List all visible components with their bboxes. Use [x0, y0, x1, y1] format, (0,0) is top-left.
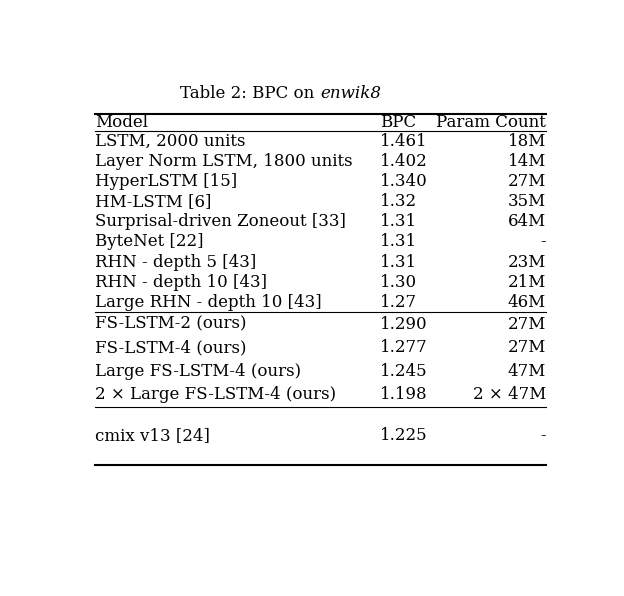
- Text: 1.290: 1.290: [380, 316, 428, 333]
- Text: enwik8: enwik8: [319, 85, 381, 102]
- Text: 1.277: 1.277: [380, 339, 428, 356]
- Text: 18M: 18M: [508, 133, 546, 150]
- Text: 23M: 23M: [508, 254, 546, 271]
- Text: 47M: 47M: [508, 363, 546, 380]
- Text: 2 × Large FS-LSTM-4 (ours): 2 × Large FS-LSTM-4 (ours): [95, 386, 336, 403]
- Text: HM-LSTM [6]: HM-LSTM [6]: [95, 193, 212, 210]
- Text: RHN - depth 5 [43]: RHN - depth 5 [43]: [95, 254, 256, 271]
- Text: 1.245: 1.245: [380, 363, 428, 380]
- Text: Large RHN - depth 10 [43]: Large RHN - depth 10 [43]: [95, 294, 321, 311]
- Text: LSTM, 2000 units: LSTM, 2000 units: [95, 133, 245, 150]
- Text: 1.225: 1.225: [380, 427, 428, 445]
- Text: 27M: 27M: [508, 316, 546, 333]
- Text: -: -: [540, 234, 546, 250]
- Text: 1.31: 1.31: [380, 213, 417, 230]
- Text: cmix v13 [24]: cmix v13 [24]: [95, 427, 210, 445]
- Text: 64M: 64M: [508, 213, 546, 230]
- Text: 2 × 47M: 2 × 47M: [473, 386, 546, 403]
- Text: 1.27: 1.27: [380, 294, 417, 311]
- Text: BPC: BPC: [380, 114, 416, 131]
- Text: 46M: 46M: [508, 294, 546, 311]
- Text: 21M: 21M: [508, 274, 546, 291]
- Text: 14M: 14M: [508, 153, 546, 170]
- Text: Large FS-LSTM-4 (ours): Large FS-LSTM-4 (ours): [95, 363, 301, 380]
- Text: 27M: 27M: [508, 173, 546, 190]
- Text: ByteNet [22]: ByteNet [22]: [95, 234, 203, 250]
- Text: 1.30: 1.30: [380, 274, 417, 291]
- Text: Layer Norm LSTM, 1800 units: Layer Norm LSTM, 1800 units: [95, 153, 353, 170]
- Text: 35M: 35M: [508, 193, 546, 210]
- Text: 1.31: 1.31: [380, 254, 417, 271]
- Text: Surprisal-driven Zoneout [33]: Surprisal-driven Zoneout [33]: [95, 213, 346, 230]
- Text: -: -: [540, 427, 546, 445]
- Text: 1.198: 1.198: [380, 386, 428, 403]
- Text: Param Count: Param Count: [436, 114, 546, 131]
- Text: Table 2: BPC on: Table 2: BPC on: [180, 85, 319, 102]
- Text: FS-LSTM-2 (ours): FS-LSTM-2 (ours): [95, 316, 246, 333]
- Text: 1.461: 1.461: [380, 133, 428, 150]
- Text: HyperLSTM [15]: HyperLSTM [15]: [95, 173, 237, 190]
- Text: 1.340: 1.340: [380, 173, 428, 190]
- Text: Model: Model: [95, 114, 148, 131]
- Text: 1.31: 1.31: [380, 234, 417, 250]
- Text: FS-LSTM-4 (ours): FS-LSTM-4 (ours): [95, 339, 246, 356]
- Text: 1.402: 1.402: [380, 153, 428, 170]
- Text: RHN - depth 10 [43]: RHN - depth 10 [43]: [95, 274, 267, 291]
- Text: 27M: 27M: [508, 339, 546, 356]
- Text: 1.32: 1.32: [380, 193, 417, 210]
